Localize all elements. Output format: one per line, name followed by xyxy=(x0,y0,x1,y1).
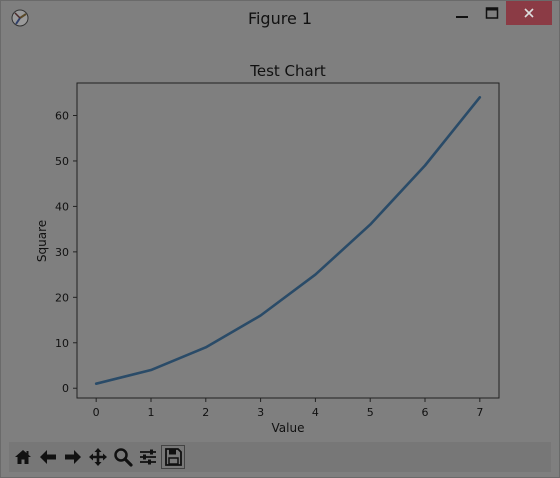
title-bar[interactable]: Figure 1 xyxy=(1,1,559,35)
save-button[interactable] xyxy=(161,445,185,469)
close-button[interactable] xyxy=(506,1,552,25)
home-icon xyxy=(15,450,31,464)
y-axis-label: Square xyxy=(35,220,49,262)
minimize-icon xyxy=(456,16,468,18)
forward-arrow-icon xyxy=(65,450,81,464)
configure-subplots-button[interactable] xyxy=(136,445,160,469)
y-tick-label: 50 xyxy=(55,155,69,168)
y-tick-label: 60 xyxy=(55,110,69,123)
series-line xyxy=(94,96,482,385)
chart-title: Test Chart xyxy=(249,62,326,80)
pan-icon xyxy=(89,448,107,466)
maximize-button[interactable] xyxy=(479,1,505,25)
x-tick-label: 1 xyxy=(147,406,154,419)
matplotlib-app-icon xyxy=(11,9,29,27)
y-tick-label: 30 xyxy=(55,246,69,259)
x-tick-label: 4 xyxy=(312,406,319,419)
minimize-button[interactable] xyxy=(449,1,475,25)
forward-button[interactable] xyxy=(61,445,85,469)
close-icon xyxy=(524,8,534,18)
x-axis-label: Value xyxy=(272,421,305,435)
zoom-button[interactable] xyxy=(111,445,135,469)
series-group xyxy=(94,96,482,385)
y-tick-label: 40 xyxy=(55,200,69,213)
y-tick-label: 10 xyxy=(55,337,69,350)
x-tick-label: 6 xyxy=(422,406,429,419)
navigation-toolbar xyxy=(9,442,551,472)
maximize-icon xyxy=(485,7,499,19)
x-axis-ticks: 0 1 2 3 4 5 6 7 xyxy=(93,398,483,419)
x-tick-label: 7 xyxy=(476,406,483,419)
pan-button[interactable] xyxy=(86,445,110,469)
x-tick-label: 0 xyxy=(93,406,100,419)
configure-subplots-icon xyxy=(140,449,156,465)
x-tick-label: 2 xyxy=(202,406,209,419)
back-button[interactable] xyxy=(36,445,60,469)
home-button[interactable] xyxy=(11,445,35,469)
zoom-icon xyxy=(114,448,133,467)
y-tick-label: 20 xyxy=(55,291,69,304)
window-title: Figure 1 xyxy=(247,9,313,28)
y-axis-ticks: 0 10 20 30 40 50 60 xyxy=(55,110,77,395)
axes-frame xyxy=(76,82,500,399)
x-tick-label: 5 xyxy=(367,406,374,419)
save-icon xyxy=(165,448,182,466)
x-tick-label: 3 xyxy=(257,406,264,419)
y-tick-label: 0 xyxy=(62,382,69,395)
back-arrow-icon xyxy=(40,450,56,464)
